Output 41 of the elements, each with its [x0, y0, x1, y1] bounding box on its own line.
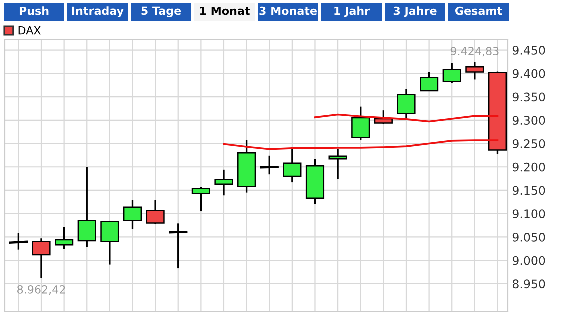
candlestick — [78, 166, 96, 248]
y-tick-label: 9.450 — [512, 46, 546, 55]
candlestick — [214, 169, 234, 196]
annotation: 9.424,83 — [450, 47, 499, 57]
candlestick — [397, 88, 416, 120]
text: 5 Tage — [142, 6, 182, 18]
text: Gesamt — [455, 6, 502, 16]
candlestick — [260, 155, 279, 176]
candlestick — [328, 148, 348, 180]
candlestick — [283, 146, 302, 184]
candlestick — [100, 220, 120, 266]
candlestick — [352, 106, 370, 142]
y-tick-label: 8.950 — [512, 280, 546, 289]
candlestick — [123, 199, 142, 230]
text: Push — [20, 6, 49, 16]
y-tick-label: 9.150 — [512, 186, 546, 196]
y-tick-label: 9.300 — [512, 116, 546, 126]
candlestick — [442, 62, 462, 84]
candlestick — [420, 71, 439, 92]
legend-label: DAX — [18, 26, 41, 35]
candlestick — [9, 232, 28, 251]
candlestick — [146, 199, 165, 225]
text: 1 Monat — [200, 6, 250, 16]
text: 3 Monate — [260, 6, 317, 16]
text: Intraday — [72, 6, 124, 18]
candlestick — [192, 186, 210, 212]
candlestick — [55, 226, 74, 250]
text: 1 Jahr — [334, 6, 370, 18]
y-tick-label: 9.000 — [512, 256, 546, 266]
annotation: 8.962,42 — [18, 285, 66, 296]
y-tick-label: 9.350 — [512, 92, 546, 102]
candlestick — [32, 238, 51, 279]
y-tick-label: 9.400 — [512, 69, 546, 78]
text: 3 Jahre — [394, 6, 437, 18]
y-tick-label: 9.200 — [512, 162, 546, 172]
y-tick-label: 9.050 — [512, 232, 546, 242]
y-tick-label: 9.250 — [512, 139, 546, 148]
y-tick-label: 9.100 — [512, 210, 546, 219]
candlestick — [466, 61, 484, 81]
candlestick — [169, 222, 188, 270]
line-series — [223, 140, 499, 150]
